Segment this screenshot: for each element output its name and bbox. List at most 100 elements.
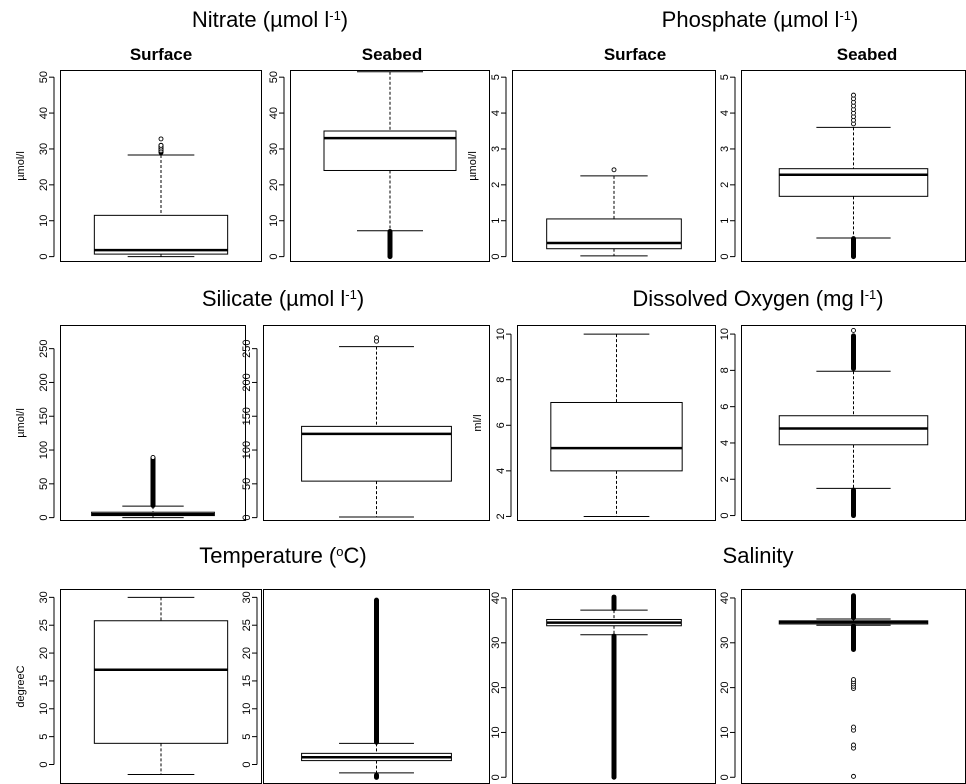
y-tick-label: 20: [241, 647, 253, 659]
group-title-text: Silicate (µmol l: [202, 286, 345, 311]
y-tick-label: 1: [719, 218, 731, 224]
y-tick-label: 0: [490, 774, 502, 780]
group-title-text: Phosphate (µmol l: [662, 7, 840, 32]
y-tick-label: 6: [495, 422, 507, 428]
y-tick-label: 10: [719, 328, 731, 340]
y-axis-label: µmol/l: [467, 151, 479, 181]
y-tick-label: 40: [719, 592, 731, 604]
group-title-tail: ): [851, 7, 858, 32]
y-tick-label: 10: [38, 703, 50, 715]
y-tick-label: 30: [38, 591, 50, 603]
boxplot-panel: Seabed 0 10 20 30 40 50: [268, 45, 490, 262]
box-iqr: [301, 425, 452, 482]
y-tick-label: 150: [38, 407, 50, 425]
group-title-superscript: -1: [839, 8, 851, 23]
boxplot-panel: Seabed 0 1 2 3 4 5: [719, 45, 966, 262]
y-tick-label: 10: [719, 726, 731, 738]
group-title: Phosphate (µmol l-1): [662, 7, 859, 32]
y-tick-label: 30: [719, 637, 731, 649]
group-title-superscript: -1: [329, 8, 341, 23]
y-tick-label: 50: [268, 71, 280, 83]
y-tick-label: 10: [268, 215, 280, 227]
outlier-point: [851, 327, 856, 333]
y-tick-label: 6: [719, 404, 731, 410]
y-tick-label: 25: [241, 619, 253, 631]
y-tick-label: 100: [241, 441, 253, 459]
box-iqr: [778, 415, 929, 446]
group-title-superscript: -1: [345, 287, 357, 302]
y-tick-label: 8: [719, 367, 731, 373]
y-axis-label: µmol/l: [15, 408, 27, 438]
y-tick-label: 30: [268, 143, 280, 155]
y-axis-label: ml/l: [472, 414, 484, 431]
group-title-tail: ): [876, 286, 883, 311]
y-tick-label: 20: [719, 681, 731, 693]
y-tick-label: 250: [38, 339, 50, 357]
group-title-superscript: -1: [865, 287, 877, 302]
y-tick-label: 200: [241, 373, 253, 391]
y-axis-label: µmol/l: [15, 151, 27, 181]
y-tick-label: 0: [241, 515, 253, 521]
plot-frame: [517, 325, 716, 521]
group-title: Temperature (oC): [199, 543, 366, 568]
y-tick-label: 8: [495, 377, 507, 383]
boxplot-panel: 0 2 4 6 8 10: [719, 325, 966, 521]
y-tick-label: 2: [495, 513, 507, 519]
outlier-point: [374, 335, 379, 341]
boxplot-panel: 2 4 6 8 10 ml/l: [472, 325, 716, 521]
y-tick-label: 0: [38, 515, 50, 521]
y-tick-label: 40: [268, 107, 280, 119]
subplot-title: Surface: [130, 45, 192, 64]
y-tick-label: 150: [241, 407, 253, 425]
y-tick-label: 5: [490, 74, 502, 80]
box-iqr: [93, 620, 229, 744]
outlier-point: [150, 455, 156, 460]
box-iqr: [93, 214, 229, 255]
y-axis-label: degreeC: [15, 665, 27, 707]
outlier-point: [158, 142, 164, 148]
y-tick-label: 10: [490, 726, 502, 738]
group-title: Dissolved Oxygen (mg l-1): [632, 286, 883, 311]
outlier-point: [851, 742, 856, 748]
y-tick-label: 20: [38, 647, 50, 659]
y-tick-label: 1: [490, 218, 502, 224]
boxplot-panel: 0 50 100 150 200 250: [241, 325, 490, 521]
group-title-tail: ): [357, 286, 364, 311]
y-tick-label: 0: [719, 254, 731, 260]
plot-frame: [290, 70, 490, 262]
group-title-text: Dissolved Oxygen (mg l: [632, 286, 864, 311]
box-iqr: [546, 218, 682, 250]
y-tick-label: 20: [38, 179, 50, 191]
y-tick-label: 30: [490, 637, 502, 649]
y-tick-label: 250: [241, 339, 253, 357]
group-title-text: Nitrate (µmol l: [192, 7, 329, 32]
outlier-point: [611, 167, 617, 173]
group-title-tail: ): [341, 7, 348, 32]
y-tick-label: 15: [241, 675, 253, 687]
boxplot-panel: 0 50 100 150 200 250 µmol/l: [15, 325, 246, 521]
y-tick-label: 4: [495, 468, 507, 474]
group-title-text: Salinity: [723, 543, 794, 568]
outlier-point: [851, 677, 856, 683]
group-title-tail: C): [343, 543, 366, 568]
outlier-point: [851, 724, 856, 730]
group-title: Silicate (µmol l-1): [202, 286, 364, 311]
y-tick-label: 15: [38, 675, 50, 687]
y-tick-label: 100: [38, 441, 50, 459]
y-tick-label: 0: [38, 761, 50, 767]
y-tick-label: 3: [490, 146, 502, 152]
box-iqr: [778, 168, 929, 197]
plot-frame: [263, 325, 490, 521]
y-tick-label: 5: [241, 734, 253, 740]
y-tick-label: 20: [490, 681, 502, 693]
y-tick-label: 0: [38, 254, 50, 260]
subplot-title: Seabed: [362, 45, 422, 64]
y-tick-label: 4: [490, 110, 502, 116]
y-tick-label: 0: [241, 761, 253, 767]
plot-frame: [60, 70, 262, 262]
y-tick-label: 10: [241, 703, 253, 715]
group-title: Salinity: [723, 543, 794, 568]
y-tick-label: 0: [719, 774, 731, 780]
box-iqr: [550, 401, 683, 472]
